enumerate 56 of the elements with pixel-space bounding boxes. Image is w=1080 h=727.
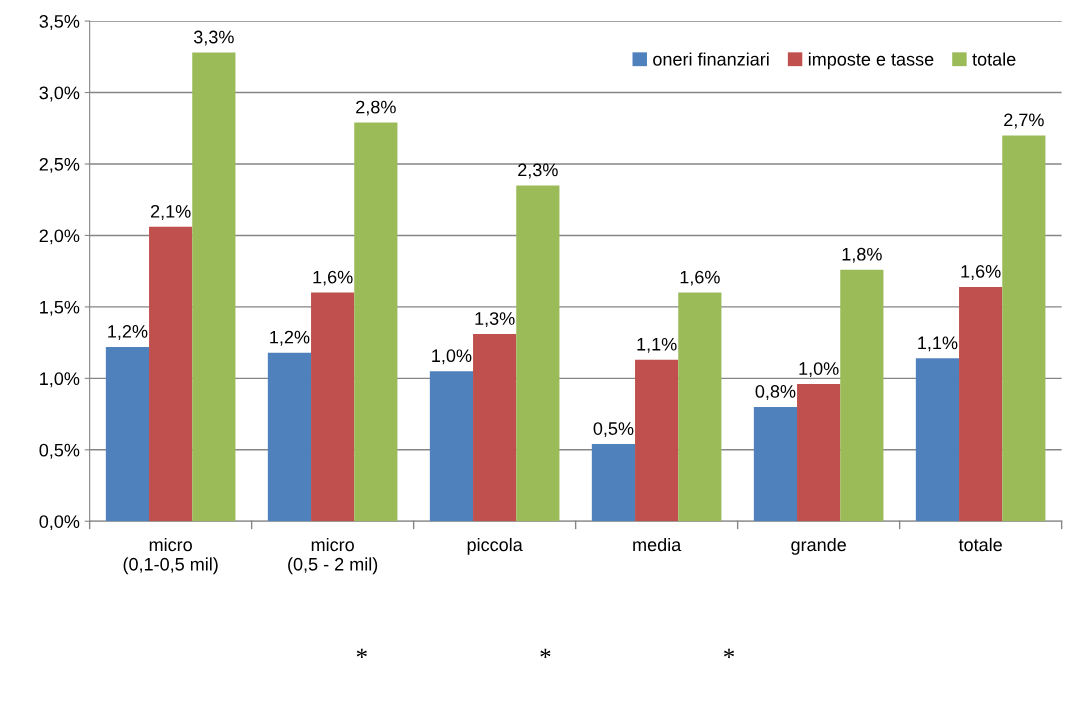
x-tick-label: totale bbox=[958, 537, 1002, 552]
x-tick-label: micro (0,1-0,5 mil) bbox=[123, 537, 218, 575]
text: * bbox=[723, 648, 735, 658]
data-label: 0,5% bbox=[593, 422, 634, 438]
data-label: 1,0% bbox=[432, 349, 472, 365]
data-label: 1,6% bbox=[680, 270, 720, 286]
data-label: 2,8% bbox=[356, 100, 396, 116]
bar bbox=[192, 52, 236, 522]
bar bbox=[591, 444, 636, 522]
bar bbox=[1002, 135, 1046, 522]
x-tick-label: grande bbox=[791, 537, 846, 555]
y-tick-label: 3,0% bbox=[39, 86, 80, 102]
bar bbox=[354, 122, 398, 522]
legend-label: oneri finanziari bbox=[653, 52, 769, 66]
text: * bbox=[356, 648, 367, 658]
bar bbox=[267, 352, 312, 522]
data-label: 1,6% bbox=[313, 270, 353, 286]
y-tick-label: 2,0% bbox=[39, 229, 80, 245]
bar bbox=[311, 292, 355, 522]
data-label: 2,3% bbox=[518, 163, 558, 179]
data-label: 1,3% bbox=[475, 312, 515, 328]
bar bbox=[797, 384, 841, 522]
y-tick-label: 2,5% bbox=[39, 157, 80, 173]
bar bbox=[635, 359, 679, 522]
text: * bbox=[540, 648, 551, 658]
bar bbox=[429, 371, 474, 522]
bar bbox=[105, 346, 150, 522]
legend-label: imposte e tasse bbox=[808, 52, 934, 70]
data-label: 0,8% bbox=[755, 385, 796, 400]
bar bbox=[840, 269, 884, 522]
y-tick-label: 0,0% bbox=[39, 515, 80, 531]
bar bbox=[149, 226, 193, 522]
x-tick-label: micro (0,5 - 2 mil) bbox=[288, 537, 378, 575]
bar bbox=[516, 185, 560, 522]
data-label: 1,8% bbox=[842, 247, 882, 263]
data-label: 3,3% bbox=[193, 30, 234, 46]
x-tick-label: media bbox=[633, 537, 682, 552]
y-tick-label: 3,5% bbox=[39, 15, 80, 30]
x-tick-label: piccola bbox=[467, 537, 523, 555]
bar bbox=[959, 286, 1003, 522]
y-tick-label: 1,5% bbox=[40, 300, 80, 316]
bar bbox=[753, 406, 798, 522]
data-label: 2,1% bbox=[150, 204, 191, 220]
bar bbox=[678, 292, 722, 522]
data-label: 1,6% bbox=[961, 264, 1001, 280]
data-label: 1,1% bbox=[637, 337, 677, 353]
bar bbox=[473, 334, 517, 522]
data-label: 1,2% bbox=[108, 325, 148, 340]
data-label: 1,0% bbox=[799, 362, 839, 378]
data-label: 2,7% bbox=[1004, 113, 1044, 129]
data-label: 1,1% bbox=[918, 336, 958, 352]
bar bbox=[915, 358, 960, 522]
y-tick-label: 1,0% bbox=[40, 372, 80, 388]
data-label: 1,2% bbox=[270, 330, 310, 346]
legend-label: totale bbox=[972, 52, 1016, 66]
y-tick-label: 0,5% bbox=[39, 443, 80, 459]
